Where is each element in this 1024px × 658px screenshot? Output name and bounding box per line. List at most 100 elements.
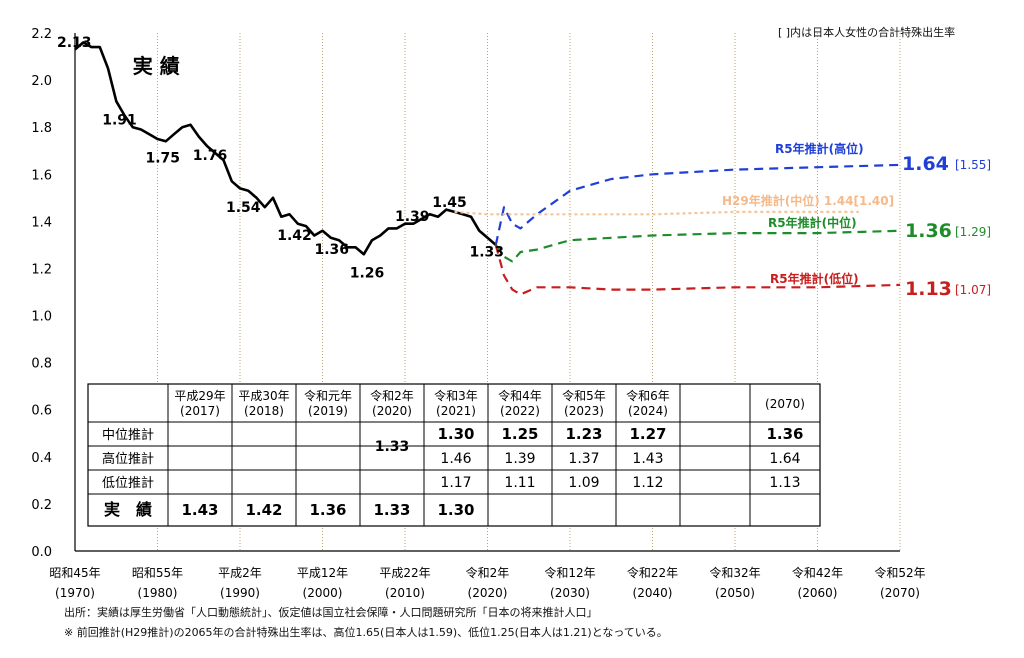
x-tick-era-label: 令和42年 [792,565,843,580]
x-tick-era-label: 令和52年 [874,565,925,580]
table-header-year: (2022) [500,404,540,418]
table-header-era: 令和4年 [498,388,542,403]
projection-value: 1.36 [905,220,952,242]
table-cell: 1.30 [437,425,474,443]
series-line [74,41,497,256]
table-cell: 1.27 [629,425,666,443]
table-header-year: (2017) [180,404,220,418]
point-labels: 実 績2.131.911.75 1.761.541.421.361.261.391… [57,35,504,282]
table-cell: 1.11 [504,475,535,491]
y-tick-label: 1.8 [31,121,52,136]
table-cell: 1.33 [373,501,410,519]
table-row-label: 高位推計 [102,451,154,467]
fertility-rate-chart: 0.0 0.2 0.4 0.6 0.8 1.0 1.2 1.4 1.6 1.8 2.0 2.2 昭和45… [31,27,991,600]
data-label: 2.13 [57,35,92,51]
top-note: [ ]内は日本人女性の合計特殊出生率 [778,26,956,39]
x-tick-year-label: (1980) [138,586,178,600]
projection-japanese-value: [1.55] [955,158,991,172]
data-label: 1.54 [226,200,261,216]
table-row-label: 実 績 [104,500,152,519]
table-cell: 1.36 [309,501,346,519]
table-header-era: 平成29年 [174,389,225,403]
x-tick-year-label: (2050) [715,586,755,600]
data-label: 1.75 [146,150,181,166]
table-header-era: 平成30年 [238,389,289,403]
y-tick-label: 2.2 [31,27,52,42]
table-cell: 1.39 [504,451,535,467]
table-header-era: 令和5年 [562,388,606,403]
data-label: 1.42 [277,228,312,244]
y-tick-label: 1.6 [31,168,52,183]
projection-labels: R5年推計(高位) 1.64 [1.55] H29年推計(中位) 1.44[1.40]… [722,141,991,300]
table-header-year: (2024) [628,404,668,418]
table-cell: 1.30 [437,501,474,519]
x-tick-year-label: (2000) [303,586,343,600]
table-cell: 1.33 [375,439,410,455]
y-tick-label: 1.2 [31,262,52,277]
y-tick-label: 0.4 [31,451,52,466]
table-cell: 1.13 [769,475,800,491]
y-tick-label: 0.6 [31,404,52,419]
y-tick-label: 0.8 [31,357,52,372]
y-tick-label: 1.0 [31,310,52,325]
series-line [494,229,901,263]
table-cell: 1.17 [440,475,471,491]
x-tick-year-label: (2010) [385,586,425,600]
x-tick-year-label: (2040) [633,586,673,600]
table-cell: 1.25 [501,425,538,443]
x-tick-era-label: 平成2年 [218,566,262,580]
table-header-year: (2070) [765,397,805,411]
source-note: 出所：実績は厚生労働省「人口動態統計」、仮定値は国立社会保障・人口問題研究所「日… [64,606,598,619]
table-cell: 1.09 [568,475,599,491]
y-tick-label: 0.0 [31,545,52,560]
actual-series-label: 実 績 [133,54,180,78]
table-header-era: 令和2年 [370,388,414,403]
series-line [494,244,901,296]
table-header-era: 令和6年 [626,388,670,403]
projection-value: 1.13 [905,278,952,300]
data-label: 1.36 [315,242,350,258]
y-tick-label: 1.4 [31,215,52,230]
projection-japanese-value: [1.07] [955,283,991,297]
series-line [454,210,859,216]
x-tick-year-label: (1970) [55,586,95,600]
y-tick-label: 2.0 [31,74,52,89]
table-cell: 1.23 [565,425,602,443]
table-cell: 1.37 [568,451,599,467]
data-label: 1.26 [350,266,385,282]
table-cell: 1.42 [245,501,282,519]
series-line [494,163,901,246]
data-label: 1.39 [395,209,430,225]
data-label: 1.45 [432,195,467,211]
table-cell: 1.64 [769,451,800,467]
x-tick-era-label: 令和32年 [709,565,760,580]
table-header-year: (2018) [244,404,284,418]
table-cell: 1.43 [632,451,663,467]
x-tick-year-label: (2060) [798,586,838,600]
x-tick-era-label: 平成22年 [379,566,430,580]
table-row-label: 低位推計 [102,475,154,491]
axes: 0.0 0.2 0.4 0.6 0.8 1.0 1.2 1.4 1.6 1.8 2.0 2.2 昭和45… [31,27,925,600]
x-tick-era-label: 平成12年 [297,566,348,580]
x-tick-year-label: (2030) [550,586,590,600]
data-label: 1.76 [193,148,228,164]
table-cell: 1.36 [766,425,803,443]
table-frame [87,383,821,527]
x-tick-year-label: (1990) [220,586,260,600]
table-header-year: (2021) [436,404,476,418]
previous-projection-note: ※ 前回推計(H29推計)の2065年の合計特殊出生率は、高位1.65(日本人は… [64,626,668,639]
table-header-year: (2020) [372,404,412,418]
projection-label: H29年推計(中位) 1.44[1.40] [722,193,894,208]
data-label: 1.33 [470,245,505,261]
x-tick-era-label: 昭和45年 [49,566,100,580]
table-header-era: 令和3年 [434,388,478,403]
table-cell: 1.46 [440,451,471,467]
projection-label: R5年推計(高位) [775,141,864,156]
x-tick-era-label: 令和12年 [544,565,595,580]
projection-label: R5年推計(中位) [768,215,857,230]
table-header-year: (2019) [308,404,348,418]
x-tick-year-label: (2020) [468,586,508,600]
table-header-year: (2023) [564,404,604,418]
projection-value: 1.64 [902,153,949,175]
series-lines [74,41,901,296]
